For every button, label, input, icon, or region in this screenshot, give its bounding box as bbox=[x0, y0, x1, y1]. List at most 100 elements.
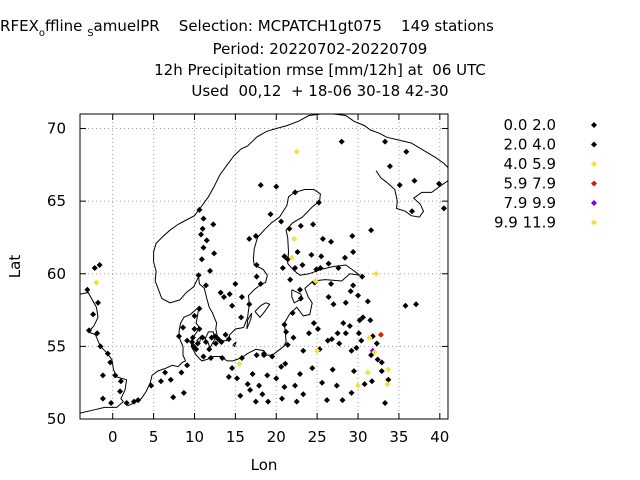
data-point bbox=[334, 330, 341, 337]
data-point bbox=[281, 253, 288, 260]
data-point bbox=[196, 305, 203, 312]
data-point bbox=[335, 264, 342, 271]
axis-ticks: 0 5 10 15 20 25 30 35 40 50 55 60 65 70 bbox=[47, 114, 449, 446]
title-part: ffline bbox=[45, 17, 88, 35]
data-point bbox=[225, 373, 232, 380]
data-point bbox=[97, 343, 104, 350]
data-point bbox=[94, 330, 101, 337]
data-point bbox=[292, 189, 299, 196]
data-point bbox=[191, 325, 198, 332]
data-point bbox=[286, 225, 293, 232]
data-point bbox=[157, 378, 164, 385]
data-point bbox=[184, 362, 191, 369]
data-point bbox=[269, 353, 276, 360]
data-point bbox=[378, 368, 385, 375]
data-point bbox=[281, 384, 288, 391]
data-point bbox=[292, 382, 299, 389]
data-point bbox=[368, 378, 375, 385]
data-point bbox=[314, 325, 321, 332]
y-tick-label: 70 bbox=[47, 120, 66, 138]
data-point bbox=[296, 286, 303, 293]
data-point bbox=[338, 138, 345, 145]
data-point bbox=[265, 398, 272, 405]
legend-label: 2.0 4.0 bbox=[504, 136, 556, 154]
data-points bbox=[84, 138, 447, 407]
data-point bbox=[253, 273, 260, 280]
data-point bbox=[315, 199, 322, 206]
data-point bbox=[293, 398, 300, 405]
data-point bbox=[202, 339, 209, 346]
data-point bbox=[283, 328, 290, 335]
data-point bbox=[200, 244, 207, 251]
data-point bbox=[278, 363, 285, 370]
data-point bbox=[312, 278, 319, 285]
data-point bbox=[211, 333, 218, 340]
data-point bbox=[308, 251, 315, 258]
data-point bbox=[180, 389, 187, 396]
x-axis-label: Lon bbox=[251, 456, 278, 474]
data-point bbox=[217, 289, 224, 296]
legend: 0.0 2.0 2.0 4.04.0 5.9 5.9 7.97.9 9.9 9.9 1… bbox=[494, 116, 597, 232]
legend-marker bbox=[591, 141, 597, 148]
data-point bbox=[123, 400, 130, 407]
x-tick-label: 40 bbox=[430, 428, 449, 446]
data-point bbox=[94, 299, 101, 306]
data-point bbox=[267, 211, 274, 218]
data-point bbox=[257, 280, 264, 287]
data-point bbox=[385, 376, 392, 383]
data-point bbox=[273, 375, 280, 382]
data-point bbox=[226, 291, 233, 298]
data-point bbox=[256, 382, 263, 389]
data-point bbox=[199, 334, 206, 341]
legend-label: 5.9 7.9 bbox=[504, 175, 556, 193]
data-point bbox=[294, 248, 301, 255]
x-tick-label: 25 bbox=[308, 428, 327, 446]
data-point bbox=[347, 288, 354, 295]
data-point bbox=[202, 282, 209, 289]
x-tick-label: 0 bbox=[108, 428, 118, 446]
legend-label: 4.0 5.9 bbox=[504, 155, 556, 173]
data-point bbox=[290, 334, 297, 341]
data-point bbox=[282, 360, 289, 367]
data-point bbox=[211, 250, 218, 257]
x-tick-label: 35 bbox=[389, 428, 408, 446]
data-point bbox=[440, 205, 447, 212]
x-tick-label: 20 bbox=[267, 428, 286, 446]
y-tick-label: 65 bbox=[47, 192, 66, 210]
data-point bbox=[309, 365, 316, 372]
data-point bbox=[203, 237, 210, 244]
plot-frame bbox=[79, 113, 449, 420]
data-point bbox=[206, 346, 213, 353]
data-point bbox=[281, 321, 288, 328]
data-point bbox=[200, 215, 207, 222]
data-point bbox=[210, 221, 217, 228]
data-point bbox=[356, 317, 363, 324]
coastline-path bbox=[291, 289, 304, 304]
data-point bbox=[314, 347, 321, 354]
data-point bbox=[288, 254, 295, 261]
data-point bbox=[284, 341, 291, 348]
legend-label: 0.0 2.0 bbox=[504, 116, 556, 134]
data-point bbox=[200, 353, 207, 360]
data-point bbox=[373, 340, 380, 347]
data-point bbox=[300, 391, 307, 398]
legend-marker bbox=[591, 200, 597, 206]
legend-marker bbox=[591, 180, 597, 187]
data-point bbox=[162, 369, 169, 376]
data-point bbox=[196, 325, 203, 332]
data-point bbox=[193, 346, 200, 353]
data-point bbox=[342, 330, 349, 337]
data-point bbox=[350, 248, 357, 255]
data-point bbox=[319, 379, 326, 386]
legend-marker bbox=[591, 219, 597, 226]
data-point bbox=[178, 369, 185, 376]
data-point bbox=[249, 370, 256, 377]
data-point bbox=[366, 334, 373, 341]
data-point bbox=[359, 273, 366, 280]
legend-marker bbox=[591, 122, 597, 128]
data-point bbox=[215, 336, 222, 343]
data-point bbox=[180, 324, 187, 331]
data-point bbox=[403, 148, 410, 155]
chart-title: 46hSURFEXoffline SamuelPR Selection: MCP… bbox=[0, 16, 640, 102]
